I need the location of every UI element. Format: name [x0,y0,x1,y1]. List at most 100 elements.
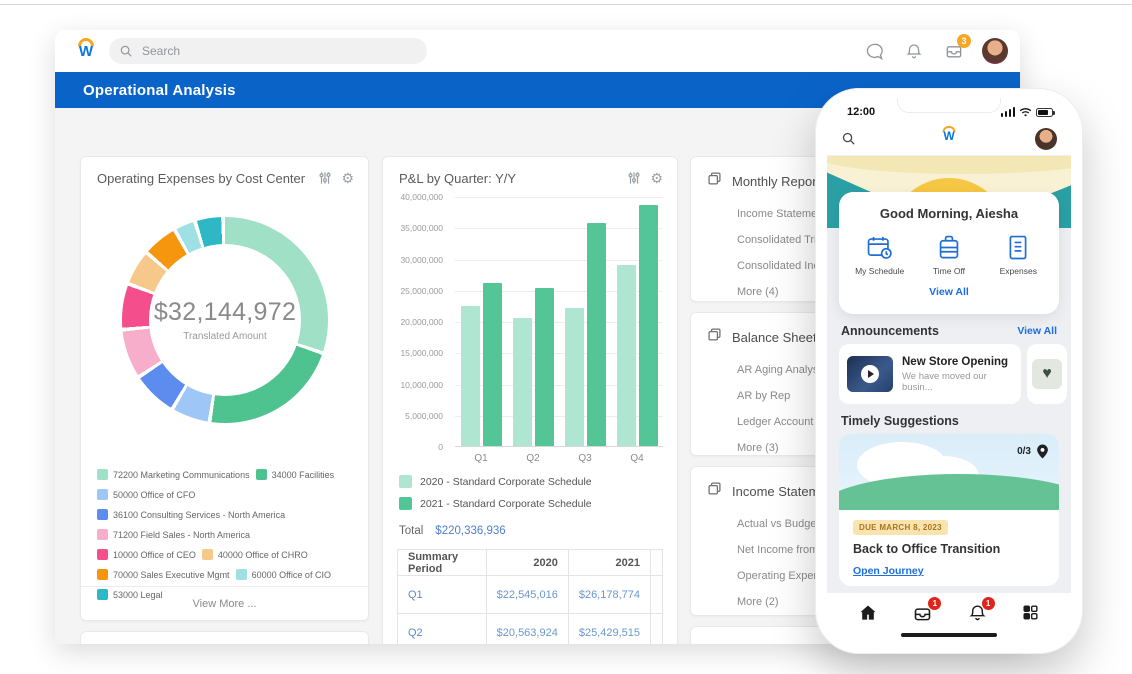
quick-action-label: Time Off [932,266,966,276]
announcement-card[interactable]: New Store Opening We have moved our busi… [839,344,1021,404]
sliders-icon[interactable] [626,170,642,186]
legend-item: 60000 Office of CIO [235,569,331,580]
report-item-link[interactable]: More (4) [737,286,779,298]
journey-card[interactable]: 0/3 DUE MARCH 8, 2023 Back to Office Tra… [839,434,1059,586]
column-spacer [650,549,663,576]
legend-item: 70000 Sales Executive Mgmt [97,569,230,580]
bar[interactable] [638,205,658,446]
gear-icon[interactable]: ⚙ [650,170,663,186]
user-avatar[interactable] [982,38,1008,64]
report-item-link[interactable]: More (2) [737,596,779,608]
legend-item: 10000 Office of CEO [97,549,196,560]
hill [839,474,1059,510]
pl-card: P&L by Quarter: Y/Y ⚙ 40,000,000 35,000,0… [382,156,678,644]
legend-swatch [97,489,108,500]
donut-chart[interactable]: $32,144,972 Translated Amount [122,217,328,423]
report-item-link[interactable]: Consolidated Income [737,260,841,272]
donut-legend: 72200 Marketing Communications 34000 Faci… [81,469,368,609]
bar[interactable] [534,287,554,446]
report-card-title: Balance Sheet P [732,329,829,345]
report-item-link[interactable]: AR Aging Analysis [737,364,827,376]
total-value-link[interactable]: $220,336,936 [435,525,506,537]
bar[interactable] [564,307,584,446]
heart-image: ♥ [1032,359,1062,389]
journey-title: Back to Office Transition [853,542,1001,556]
legend-swatch [399,497,412,510]
legend-label: 2021 - Standard Corporate Schedule [420,497,592,510]
phone-statusbar: 12:00 [827,98,1071,122]
table-header-row: Summary Period 2020 2021 [397,549,663,576]
bar-group [616,197,658,446]
legend-label: 60000 Office of CIO [251,569,331,580]
y-tick-label: 5,000,000 [405,410,443,421]
video-thumbnail[interactable] [847,356,893,392]
legend-item: 50000 Office of CFO [97,489,195,500]
table-cell-link[interactable]: $26,178,774 [567,575,652,614]
greeting-card: Good Morning, Aiesha My Schedule Time Off… [839,192,1059,314]
workday-logo[interactable]: W [942,126,956,143]
bar-chart-plot[interactable] [455,197,663,447]
report-item-link[interactable]: More (3) [737,442,779,454]
table-cell-link[interactable]: $25,429,515 [567,613,652,644]
report-card-title: Monthly Reporti [732,173,824,189]
chat-icon[interactable] [862,39,886,63]
y-tick-label: 40,000,000 [400,192,443,202]
gridline [455,197,663,198]
view-more-button[interactable]: View More ... [81,586,368,620]
table-cell-link[interactable]: $20,563,924 [485,613,569,644]
bar[interactable] [512,318,532,446]
column-header: 2021 [567,549,652,576]
y-tick-label: 25,000,000 [400,285,443,296]
quick-action-expenses[interactable]: Expenses [985,233,1051,276]
search-input[interactable] [140,43,417,59]
report-item-link[interactable]: AR by Rep [737,390,791,402]
journey-progress: 0/3 [1017,446,1031,457]
inbox-tray-icon[interactable]: 3 [942,34,971,63]
bar-group [512,197,554,446]
legend-swatch [97,529,108,540]
bar[interactable] [460,305,480,446]
bar[interactable] [616,265,636,446]
quick-action-my-schedule[interactable]: My Schedule [847,233,913,276]
search-bar[interactable] [109,38,427,64]
wifi-icon [1019,108,1032,117]
home-indicator[interactable] [901,633,997,637]
expenses-card-title: Operating Expenses by Cost Center [97,170,306,186]
view-all-link[interactable]: View All [929,286,969,298]
legend-item: 2021 - Standard Corporate Schedule [399,497,592,510]
legend-swatch [255,469,267,480]
workday-logo[interactable]: W [73,38,99,64]
expenses-card: Operating Expenses by Cost Center ⚙ $32,… [80,156,369,621]
open-journey-link[interactable]: Open Journey [853,565,924,577]
bar-chart-legend: 2020 - Standard Corporate Schedule 2021 -… [399,475,592,510]
apps-grid-icon[interactable] [1021,603,1040,627]
desktop-topbar: W 3 [55,30,1020,72]
pl-card-title: P&L by Quarter: Y/Y [399,170,517,186]
table-cell-link[interactable]: $22,545,016 [485,575,569,614]
announcements-view-all-link[interactable]: View All [1017,325,1057,337]
announcement-card-partial[interactable]: ♥ [1027,344,1067,404]
inbox-tray-icon[interactable]: 1 [912,597,942,629]
gridline [455,384,663,386]
table-row: Q2 $20,563,924 $25,429,515 [397,613,663,644]
donut-total-label: Translated Amount [183,331,267,342]
sliders-icon[interactable] [317,170,333,186]
notifications-bell-icon[interactable]: 1 [968,597,995,627]
table-cell-link[interactable]: Q2 [397,613,487,644]
bar[interactable] [586,223,606,446]
legend-label: 34000 Facilities [271,469,335,480]
quick-action-time-off[interactable]: Time Off [916,233,982,276]
user-avatar[interactable] [1035,127,1057,150]
notifications-bell-icon[interactable] [902,39,926,63]
legend-item: 72200 Marketing Communications [97,469,250,480]
gear-icon[interactable]: ⚙ [341,170,354,186]
bar[interactable] [482,283,502,446]
legend-swatch [399,475,412,488]
legend-swatch [97,549,108,560]
workday-logo-letter: W [943,129,955,143]
table-cell-link[interactable]: Q1 [397,575,487,614]
y-tick-label: 0 [438,442,443,452]
home-icon[interactable] [858,603,878,628]
search-icon[interactable] [841,131,856,146]
